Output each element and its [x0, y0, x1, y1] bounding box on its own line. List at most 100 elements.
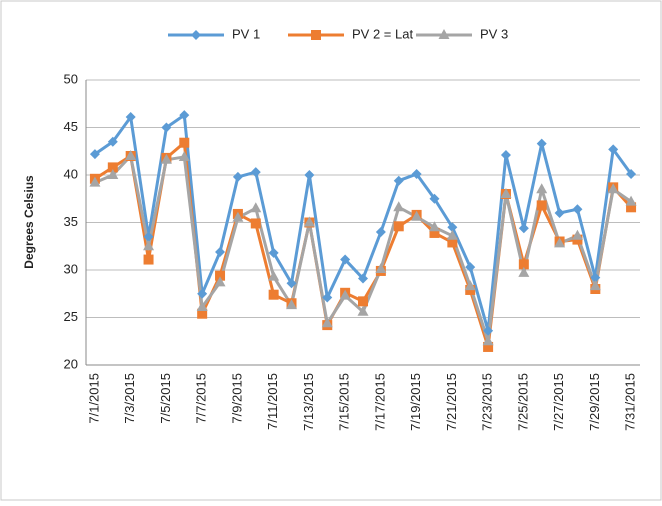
- x-tick-label: 7/19/2015: [408, 373, 423, 431]
- marker: [214, 276, 226, 287]
- marker: [518, 266, 530, 277]
- x-tick-label: 7/9/2015: [229, 373, 244, 424]
- marker: [447, 222, 458, 233]
- marker: [626, 169, 637, 180]
- marker: [303, 216, 315, 227]
- x-tick-label: 7/3/2015: [122, 373, 137, 424]
- marker: [125, 150, 137, 160]
- x-tick-label: 7/31/2015: [623, 373, 638, 431]
- marker: [178, 150, 190, 161]
- marker: [554, 237, 566, 248]
- marker: [250, 218, 261, 229]
- y-tick-label: 35: [64, 214, 78, 229]
- marker: [589, 280, 601, 291]
- marker: [483, 341, 494, 352]
- marker: [536, 138, 547, 149]
- marker: [572, 204, 583, 215]
- marker: [179, 110, 190, 121]
- marker: [483, 325, 494, 336]
- marker: [464, 280, 476, 291]
- marker: [321, 317, 333, 328]
- y-tick-label: 20: [64, 356, 78, 371]
- marker: [465, 262, 476, 273]
- marker: [196, 301, 208, 312]
- marker: [536, 183, 548, 194]
- marker: [608, 144, 619, 155]
- x-tick-label: 7/5/2015: [158, 373, 173, 424]
- y-tick-label: 45: [64, 119, 78, 134]
- marker: [304, 170, 315, 180]
- marker: [411, 169, 422, 180]
- marker: [197, 308, 208, 319]
- marker: [232, 171, 243, 182]
- marker: [554, 208, 565, 218]
- marker: [107, 136, 118, 147]
- x-tick-label: 7/17/2015: [372, 373, 387, 431]
- legend-label: PV 2 = Lat: [352, 26, 413, 41]
- marker: [89, 149, 100, 160]
- x-tick-label: 7/21/2015: [444, 373, 459, 431]
- marker: [191, 30, 201, 40]
- marker: [358, 273, 368, 284]
- marker: [500, 188, 512, 198]
- marker: [268, 270, 280, 281]
- marker: [393, 221, 404, 232]
- marker: [107, 169, 119, 179]
- marker: [590, 272, 601, 283]
- marker: [197, 288, 208, 299]
- marker: [358, 296, 368, 307]
- marker: [500, 150, 511, 161]
- y-axis-label: Degrees Celsius: [22, 175, 36, 269]
- marker: [429, 227, 440, 238]
- marker: [268, 289, 279, 300]
- marker: [518, 259, 529, 270]
- marker: [339, 289, 351, 300]
- marker: [393, 175, 404, 186]
- marker: [161, 122, 172, 133]
- x-tick-label: 7/11/2015: [265, 373, 280, 430]
- marker: [268, 247, 279, 258]
- y-tick-label: 30: [64, 261, 78, 276]
- legend-label: PV 3: [480, 26, 508, 41]
- marker: [286, 299, 298, 310]
- x-tick-label: 7/13/2015: [301, 373, 316, 431]
- marker: [215, 246, 226, 257]
- marker: [571, 229, 583, 240]
- x-tick-label: 7/7/2015: [194, 373, 209, 424]
- marker: [250, 167, 261, 178]
- y-tick-label: 50: [64, 71, 78, 86]
- x-tick-label: 7/29/2015: [587, 373, 602, 431]
- marker: [438, 29, 450, 39]
- marker: [607, 183, 619, 194]
- marker: [215, 270, 226, 281]
- y-tick-label: 40: [64, 166, 78, 181]
- marker: [357, 305, 369, 316]
- marker: [518, 223, 529, 234]
- marker: [143, 254, 154, 265]
- marker: [250, 202, 262, 213]
- x-tick-label: 7/25/2015: [515, 373, 530, 431]
- marker: [125, 112, 136, 123]
- x-tick-label: 7/1/2015: [86, 373, 101, 424]
- x-tick-label: 7/27/2015: [551, 373, 566, 431]
- marker: [375, 227, 386, 237]
- marker: [143, 240, 155, 251]
- marker: [322, 292, 333, 303]
- marker: [232, 211, 244, 222]
- marker: [429, 193, 440, 204]
- x-tick-label: 7/15/2015: [337, 373, 352, 431]
- marker: [625, 195, 637, 206]
- x-tick-label: 7/23/2015: [480, 373, 495, 431]
- marker: [482, 335, 494, 346]
- marker: [447, 237, 458, 248]
- marker: [446, 229, 458, 240]
- marker: [428, 221, 440, 232]
- marker: [411, 210, 423, 221]
- marker: [626, 202, 637, 213]
- marker: [107, 162, 118, 173]
- marker: [311, 30, 321, 40]
- marker: [375, 263, 387, 274]
